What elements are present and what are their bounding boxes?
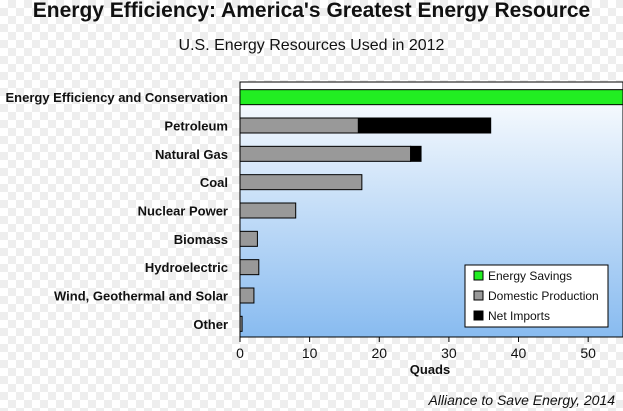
x-tick-label: 10 bbox=[302, 345, 318, 361]
bar-0-series-0 bbox=[239, 89, 623, 106]
legend-label: Energy Savings bbox=[488, 269, 572, 283]
legend-label: Domestic Production bbox=[488, 289, 599, 303]
category-labels-group: Energy Efficiency and Conservation Petrol… bbox=[5, 90, 228, 332]
category-label: Natural Gas bbox=[155, 147, 228, 162]
category-label: Biomass bbox=[174, 232, 228, 247]
bar-5-series-1 bbox=[239, 230, 258, 247]
bar-1-series-1 bbox=[239, 117, 359, 134]
bar-7-series-1 bbox=[239, 287, 255, 304]
bar-2-series-1 bbox=[239, 145, 412, 162]
legend: Energy Savings Domestic Production Net Imp… bbox=[464, 264, 609, 328]
x-tick-label: 40 bbox=[511, 345, 527, 361]
x-tick-label: 30 bbox=[441, 345, 457, 361]
legend-swatch bbox=[473, 270, 484, 281]
bar-4-series-1 bbox=[239, 202, 297, 219]
x-axis-title: Quads bbox=[410, 362, 450, 377]
bar-2-series-2 bbox=[410, 145, 422, 162]
bar-3-series-1 bbox=[239, 174, 363, 191]
legend-swatch bbox=[473, 290, 484, 301]
category-label: Coal bbox=[200, 175, 228, 190]
legend-box bbox=[464, 264, 609, 328]
bar-6-series-1 bbox=[239, 259, 260, 276]
x-tick-label: 20 bbox=[371, 345, 387, 361]
chart-subtitle: U.S. Energy Resources Used in 2012 bbox=[178, 37, 445, 54]
x-tick-label: 50 bbox=[580, 345, 596, 361]
x-tick-label: 0 bbox=[236, 345, 244, 361]
category-label: Energy Efficiency and Conservation bbox=[5, 90, 228, 105]
legend-label: Net Imports bbox=[488, 309, 550, 323]
category-label: Hydroelectric bbox=[145, 260, 228, 275]
source-credit: Alliance to Save Energy, 2014 bbox=[428, 392, 615, 408]
category-label: Nuclear Power bbox=[138, 204, 228, 219]
bar-8-series-1 bbox=[239, 315, 243, 332]
category-label: Wind, Geothermal and Solar bbox=[54, 289, 228, 304]
category-label: Petroleum bbox=[164, 119, 228, 134]
chart-title: Energy Efficiency: America's Greatest En… bbox=[32, 0, 591, 22]
legend-swatch bbox=[473, 310, 484, 321]
x-ticks-group: 0 10 20 30 40 50 bbox=[236, 337, 596, 361]
category-label: Other bbox=[193, 317, 228, 332]
bars-group bbox=[239, 89, 623, 332]
bar-1-series-2 bbox=[357, 117, 492, 134]
